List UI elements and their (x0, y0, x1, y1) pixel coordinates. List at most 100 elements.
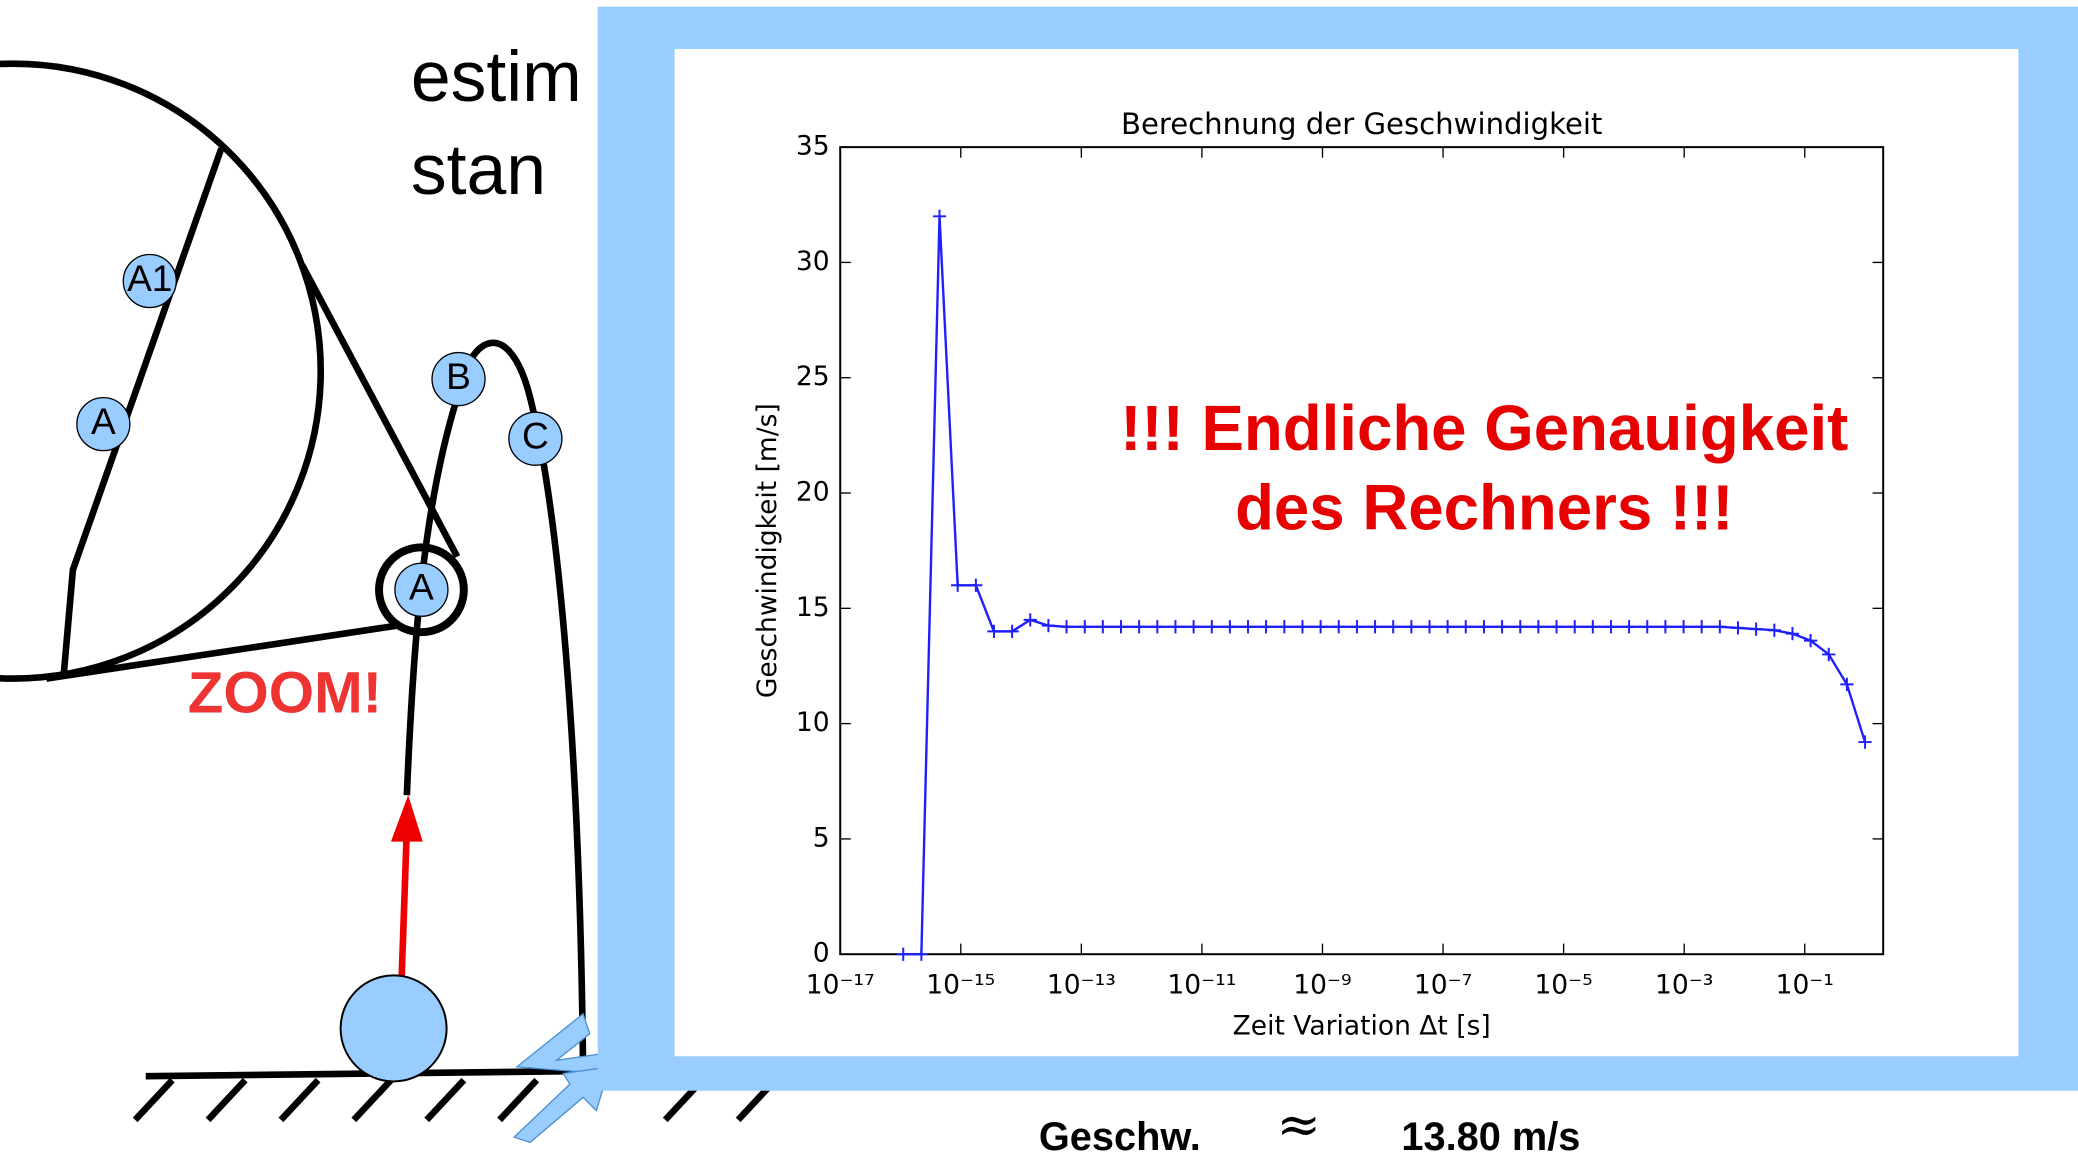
data-point (1586, 620, 1600, 634)
y-tick-label: 5 (813, 822, 830, 853)
arrow (398, 828, 411, 981)
y-tick-label: 20 (796, 477, 830, 508)
x-tick-label: 10⁻¹⁵ (926, 970, 995, 1001)
data-point (1241, 620, 1255, 634)
data-point (1078, 620, 1092, 634)
point (394, 562, 449, 617)
annotation: !!! Endliche Genauigkeit (1120, 393, 1848, 464)
data-point (969, 578, 983, 592)
point-label: A (91, 400, 116, 442)
x-axis-label: Zeit Variation Δt [s] (1233, 1011, 1491, 1042)
point-ring (375, 543, 468, 637)
point-label: A1 (127, 257, 172, 299)
data-point (914, 947, 929, 961)
heading: stan (411, 130, 546, 210)
chart: Berechnung der Geschwindigkeit Zeit Varia… (752, 107, 1885, 1042)
point-labels: A1 A B C A (76, 253, 563, 637)
plot-frame (839, 146, 1885, 956)
data-point (987, 624, 1001, 639)
result-value: 13.80 m/s (1401, 1115, 1580, 1157)
x-tick-label: 10⁻¹³ (1047, 970, 1116, 1001)
data-point (1604, 620, 1618, 634)
data-point (1568, 620, 1582, 634)
data-point (1313, 620, 1328, 634)
zoom-label: ZOOM! (188, 661, 382, 726)
data-point (1205, 620, 1219, 634)
point (431, 351, 486, 407)
data-point (896, 947, 910, 961)
zoom-circle (0, 60, 324, 682)
point-label: A (409, 566, 434, 608)
x-tick-label: 10⁻⁵ (1534, 970, 1592, 1001)
heading: estim (411, 37, 582, 117)
result-label: Geschw. (1039, 1115, 1201, 1157)
data-point (1477, 620, 1491, 634)
data-point (1495, 620, 1509, 634)
vector-arrow (515, 1012, 604, 1075)
data-point (1785, 627, 1800, 641)
data-point (1822, 647, 1836, 662)
data-point (1422, 620, 1437, 634)
data-point (1168, 620, 1183, 634)
data-point (1059, 620, 1074, 634)
data-point (1332, 620, 1346, 634)
data-point (1404, 620, 1418, 634)
track (453, 339, 587, 1074)
data-point (1096, 620, 1110, 634)
data-point (1622, 620, 1636, 634)
approx: ≈ (1277, 1094, 1321, 1156)
data-point (1295, 620, 1310, 634)
data-point (1368, 620, 1382, 634)
segment (45, 622, 399, 682)
data-point (1840, 677, 1854, 692)
x-tick-label: 10⁻⁷ (1414, 970, 1472, 1001)
data-point (1731, 621, 1745, 635)
point (122, 253, 177, 309)
point-label: B (446, 355, 471, 397)
point-label: C (522, 414, 549, 456)
data-point (1803, 633, 1818, 648)
data-point (1640, 620, 1654, 634)
chart-area (674, 49, 2019, 1057)
data-point (1676, 620, 1691, 634)
ball (339, 974, 448, 1083)
x-tick-label: 10⁻³ (1655, 970, 1713, 1001)
data-point (1186, 620, 1201, 634)
data-point (932, 209, 947, 223)
x-tick-label: 10⁻⁹ (1293, 970, 1351, 1001)
vector-arrow (512, 1066, 611, 1144)
x-tick-label: 10⁻¹¹ (1167, 970, 1236, 1001)
data-point (1386, 620, 1400, 634)
data-point (1041, 618, 1056, 633)
data-point (1695, 620, 1709, 634)
data-point (1023, 613, 1037, 627)
data-point (1277, 620, 1291, 634)
data-point (1350, 620, 1364, 634)
hatch (132, 1077, 778, 1123)
data-point (1150, 620, 1164, 634)
data-point (1531, 620, 1545, 634)
data-point (1858, 735, 1872, 749)
data-point (1440, 620, 1455, 634)
x-tick-label: 10⁻¹⁷ (806, 970, 875, 1001)
data-point (1767, 623, 1781, 637)
x-tick-label: 10⁻¹ (1776, 970, 1834, 1001)
data-point (1223, 620, 1237, 634)
chart-title: Berechnung der Geschwindigkeit (1121, 107, 1602, 141)
data-point (1749, 622, 1763, 636)
data-point (1459, 620, 1473, 634)
y-tick-label: 25 (796, 361, 830, 392)
data-point (1549, 620, 1564, 634)
data-point (951, 578, 965, 592)
data-point (1259, 620, 1273, 634)
y-tick-label: 15 (796, 592, 830, 623)
data-point (1713, 620, 1727, 634)
annotation: des Rechners !!! (1235, 473, 1733, 544)
data-point (1005, 624, 1019, 639)
data-point (1513, 620, 1527, 634)
y-tick-label: 0 (813, 938, 830, 969)
data-point (1658, 620, 1673, 634)
data-point (1114, 620, 1128, 634)
